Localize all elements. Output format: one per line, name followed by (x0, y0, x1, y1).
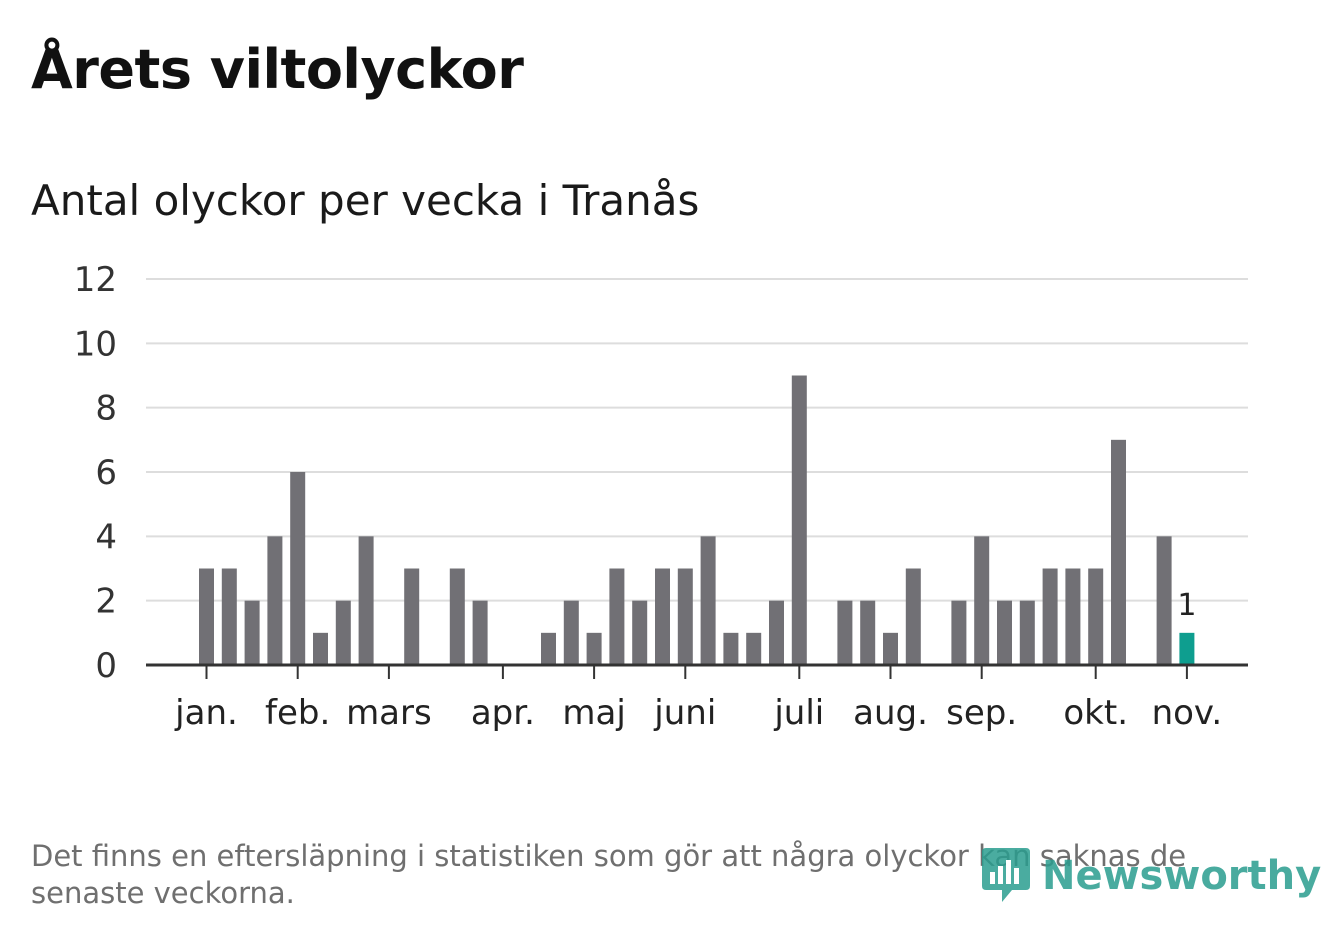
bar (609, 568, 625, 665)
data-label: 1 (1177, 588, 1196, 623)
bar (723, 632, 739, 665)
x-tick-label: mars (346, 693, 432, 733)
bar (1156, 536, 1172, 665)
bar (313, 632, 328, 665)
bar (1111, 439, 1126, 665)
bar (404, 568, 420, 665)
y-tick-label: 2 (95, 582, 117, 622)
x-tick-label: juli (773, 693, 824, 733)
bar (791, 375, 807, 665)
bar (267, 536, 283, 665)
x-tick-label: jan. (174, 693, 238, 733)
bar (837, 600, 853, 665)
bar (700, 536, 716, 665)
chart-subtitle: Antal olyckor per vecka i Tranås (31, 176, 700, 225)
bar (655, 568, 670, 665)
bar (449, 568, 465, 665)
y-tick-label: 12 (74, 260, 117, 300)
x-tick-label: okt. (1063, 693, 1128, 733)
x-tick-label: sep. (946, 693, 1017, 733)
bar (1042, 568, 1058, 665)
bar (883, 632, 898, 665)
bar (290, 472, 306, 665)
bar (541, 632, 556, 665)
bar (1019, 600, 1035, 665)
bar (563, 600, 579, 665)
bar (997, 600, 1012, 665)
x-tick-label: juni (653, 693, 716, 733)
chart-title: Årets viltolyckor (31, 38, 524, 101)
x-tick-label: apr. (471, 693, 535, 733)
y-tick-label: 10 (74, 324, 117, 364)
bar (335, 600, 351, 665)
y-tick-label: 6 (95, 453, 117, 493)
bar (677, 568, 693, 665)
brand: Newsworthy (980, 846, 1321, 906)
bar (1065, 568, 1081, 665)
highlighted-bar (1179, 632, 1195, 665)
bar (586, 632, 602, 665)
bar (244, 600, 260, 665)
bar-chart: 0 2 4 6 8 10 12 1 jan. feb. mars apr. maj juni juli aug… (74, 260, 1248, 733)
bar (472, 600, 488, 665)
bar (905, 568, 921, 665)
bar (974, 536, 990, 665)
bar (746, 632, 762, 665)
bar (1088, 568, 1104, 665)
y-tick-label: 8 (95, 389, 117, 429)
bar (951, 600, 967, 665)
x-tick-label: feb. (265, 693, 330, 733)
x-tick-label: nov. (1152, 693, 1223, 733)
x-tick-label: maj (562, 693, 625, 733)
x-tick-label: aug. (853, 693, 928, 733)
bar (221, 568, 237, 665)
y-tick-label: 4 (95, 517, 117, 557)
bar (358, 536, 374, 665)
bar (199, 568, 214, 665)
y-tick-label: 0 (95, 646, 117, 686)
newsworthy-logo-icon (982, 848, 1030, 902)
brand-name: Newsworthy (1042, 853, 1322, 899)
bar (860, 600, 876, 665)
bar (632, 600, 648, 665)
bar (769, 600, 784, 665)
